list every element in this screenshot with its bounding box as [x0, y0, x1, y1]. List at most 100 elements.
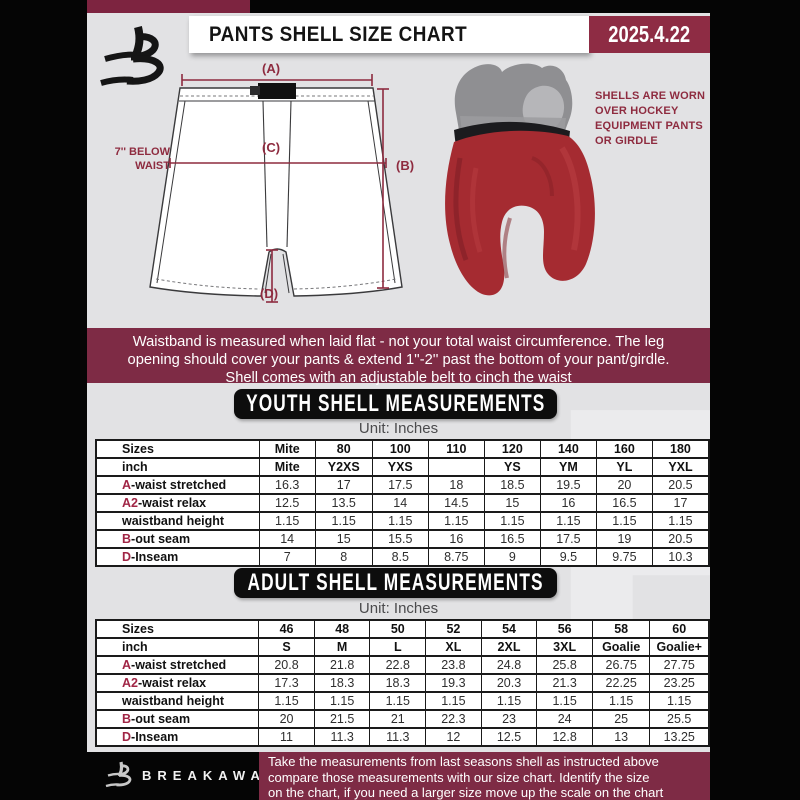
table-row: inch Mite Y2XS YXS YS YM YL YXL — [95, 457, 710, 477]
table-cell: 18.3 — [313, 673, 371, 693]
table-cell: Mite — [258, 457, 316, 477]
table-cell: M — [313, 637, 371, 657]
footer-brand-text: BREAKAWAY — [142, 768, 280, 783]
table-cell: 46 — [258, 619, 315, 639]
measure-label: -out seam — [131, 532, 191, 546]
table-cell: YS — [483, 457, 541, 477]
table-cell: 13 — [591, 727, 651, 747]
table-cell: 110 — [427, 439, 485, 459]
table-cell: 1.15 — [483, 511, 541, 531]
youth-measurements-table: Sizes Mite 80 100 110 120 140 160 180 inch Mite Y2X… — [95, 439, 710, 567]
table-cell: 13.5 — [314, 493, 373, 513]
table-cell: 1.15 — [595, 511, 653, 531]
measure-label: -waist relax — [137, 676, 207, 690]
table-row: waistband height 1.15 1.15 1.15 1.15 1.15 1.15… — [95, 691, 710, 711]
measure-prefix: A — [122, 658, 132, 672]
table-cell: 17 — [314, 475, 373, 495]
table-cell: 160 — [595, 439, 653, 459]
table-cell: YXL — [651, 457, 710, 477]
table-cell: YM — [539, 457, 597, 477]
date-text: 2025.4.22 — [608, 21, 691, 47]
measure-label: -waist stretched — [131, 658, 227, 672]
table-cell: 14 — [258, 529, 316, 549]
table-cell: 58 — [591, 619, 651, 639]
table-cell: 9.75 — [595, 547, 653, 567]
adult-unit-label: Unit: Inches — [358, 600, 439, 617]
table-cell: 140 — [539, 439, 597, 459]
measure-label: waistband height — [122, 694, 225, 708]
table-cell: 20.5 — [651, 475, 710, 495]
table-cell: 1.15 — [313, 691, 371, 711]
table-cell: 1.15 — [258, 691, 315, 711]
table-cell: 14 — [371, 493, 429, 513]
table-cell: 12.5 — [258, 493, 316, 513]
table-cell: 1.15 — [649, 691, 710, 711]
table-cell: 1.15 — [314, 511, 373, 531]
table-cell: 15 — [314, 529, 373, 549]
table-cell: 9.5 — [539, 547, 597, 567]
table-row: Sizes 46 48 50 52 54 56 58 60 — [95, 619, 710, 639]
table-cell: 23.8 — [425, 655, 482, 675]
table-cell: 20 — [595, 475, 653, 495]
table-cell: L — [369, 637, 427, 657]
measure-prefix: B — [122, 712, 132, 726]
table-cell: inch — [95, 637, 260, 657]
table-cell: 48 — [313, 619, 371, 639]
table-cell: 13.25 — [649, 727, 710, 747]
table-cell: Goalie — [591, 637, 651, 657]
table-row: A-waist stretched 16.3 17 17.5 18 18.5 19.5 20 2… — [95, 475, 710, 495]
table-cell: waistband height — [95, 511, 260, 531]
measuring-info-banner: Waistband is measured when laid flat - n… — [87, 328, 710, 386]
table-cell: 16.5 — [595, 493, 653, 513]
table-cell: 14.5 — [427, 493, 485, 513]
table-cell: 11 — [258, 727, 315, 747]
footer-line3: on the chart, if you need a larger size … — [268, 785, 664, 800]
red-shell-photo — [440, 58, 615, 318]
table-cell: 100 — [371, 439, 429, 459]
table-cell: 23.25 — [649, 673, 710, 693]
table-cell: 20.3 — [480, 673, 538, 693]
table-cell: 7 — [258, 547, 316, 567]
adult-measurements-table: Sizes 46 48 50 52 54 56 58 60 inch S M L XL 2XL 3XL Goal… — [95, 619, 710, 747]
table-cell: 19.3 — [425, 673, 482, 693]
table-cell: 24 — [536, 709, 593, 729]
table-cell: 22.25 — [591, 673, 651, 693]
table-cell: D-Inseam — [95, 547, 260, 567]
youth-section-heading: YOUTH SHELL MEASUREMENTS — [234, 389, 557, 419]
title-bar: PANTS SHELL SIZE CHART — [189, 16, 589, 53]
table-cell: B-out seam — [95, 529, 260, 549]
table-cell: 11.3 — [369, 727, 427, 747]
table-cell: Sizes — [95, 439, 260, 459]
table-cell: 1.15 — [427, 511, 485, 531]
table-cell: 1.15 — [425, 691, 482, 711]
footer-line1: Take the measurements from last seasons … — [268, 754, 659, 769]
adult-heading-text: ADULT SHELL MEASUREMENTS — [247, 569, 544, 596]
table-cell: A-waist stretched — [95, 655, 260, 675]
table-cell: 21.8 — [313, 655, 371, 675]
table-cell: 25.5 — [649, 709, 710, 729]
table-cell: Y2XS — [314, 457, 373, 477]
measure-d-label: (D) — [260, 286, 279, 301]
caption-line3: EQUIPMENT PANTS — [595, 120, 703, 132]
table-row: A-waist stretched 20.8 21.8 22.8 23.8 24.8 25.… — [95, 655, 710, 675]
table-cell: 8 — [314, 547, 373, 567]
table-cell: 120 — [483, 439, 541, 459]
table-cell: 180 — [651, 439, 710, 459]
table-cell: B-out seam — [95, 709, 260, 729]
table-cell: 15 — [483, 493, 541, 513]
table-cell: 17 — [651, 493, 710, 513]
youth-unit-label: Unit: Inches — [358, 420, 439, 437]
table-cell: 24.8 — [480, 655, 538, 675]
table-cell: inch — [95, 457, 260, 477]
table-row: A2-waist relax 12.5 13.5 14 14.5 15 16 16.5 17 — [95, 493, 710, 513]
info-line3: Shell comes with an adjustable belt to c… — [225, 370, 572, 386]
table-cell: 21.3 — [536, 673, 593, 693]
table-cell: A2-waist relax — [95, 673, 260, 693]
breakaway-logo-icon — [95, 21, 173, 97]
caption-line4: OR GIRDLE — [595, 135, 658, 147]
measure-label: -waist stretched — [131, 478, 227, 492]
table-cell: 3XL — [536, 637, 593, 657]
table-cell: 27.75 — [649, 655, 710, 675]
table-cell: 17.5 — [539, 529, 597, 549]
table-cell: 8.5 — [371, 547, 429, 567]
